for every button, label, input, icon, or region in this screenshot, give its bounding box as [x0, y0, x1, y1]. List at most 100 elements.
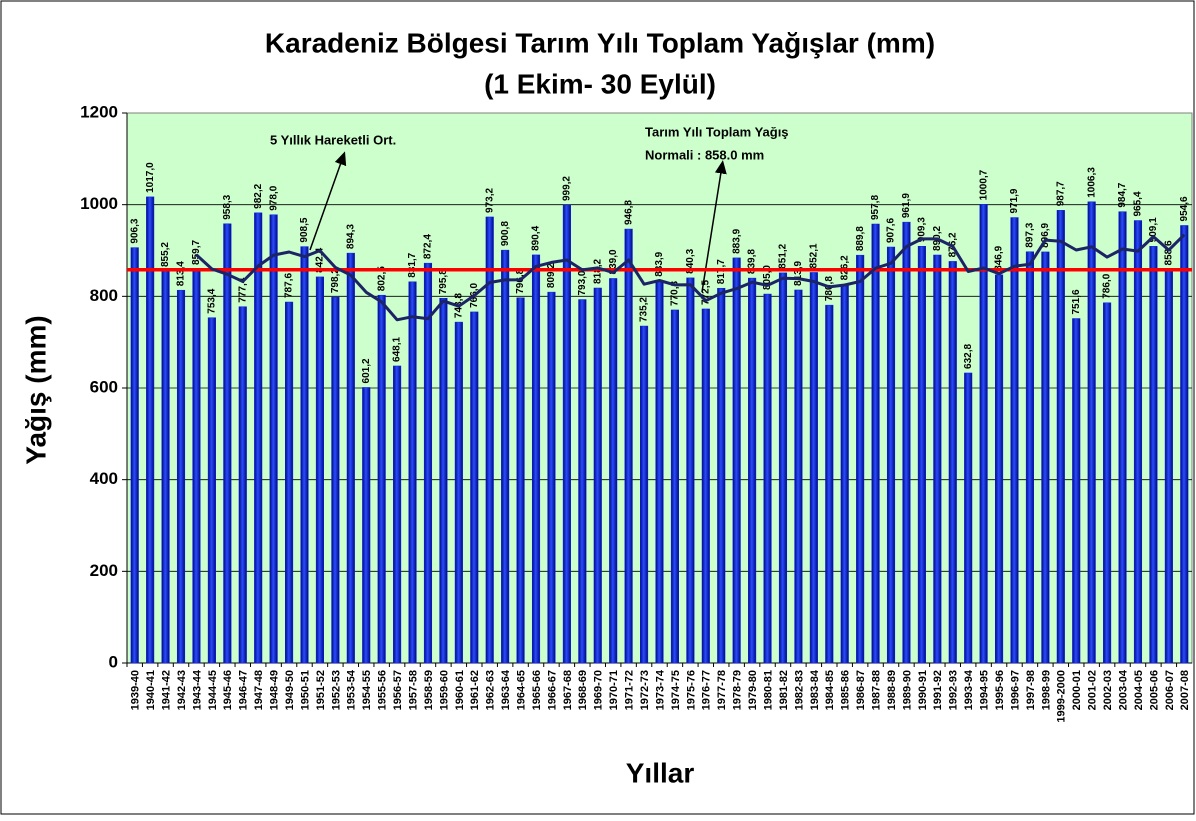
bar: [238, 306, 247, 664]
value-label: 852,1: [808, 243, 819, 268]
annotation-arrow: [309, 151, 347, 251]
bar: [454, 321, 463, 664]
x-tick-label: 1982-83: [793, 670, 805, 710]
y-tick-label: 0: [109, 652, 118, 671]
value-label: 840,3: [685, 248, 696, 273]
bar: [732, 257, 741, 664]
x-tick-label: 1946-47: [238, 670, 250, 710]
x-tick-label: 2002-03: [1102, 670, 1114, 710]
bar: [531, 254, 541, 664]
x-tick-label: 2007-08: [1179, 670, 1191, 710]
bar: [701, 308, 710, 664]
bar: [146, 196, 155, 664]
x-tick-label: 1969-70: [593, 670, 605, 710]
value-label: 855,2: [160, 242, 171, 267]
bar: [346, 252, 355, 664]
bar: [300, 246, 309, 664]
x-tick-label: 2004-05: [1133, 670, 1145, 710]
x-tick-label: 1961-62: [469, 670, 481, 710]
x-tick-label: 1967-68: [562, 670, 574, 710]
x-tick-label: 1958-59: [423, 670, 435, 710]
bar: [886, 246, 896, 664]
x-tick-label: 1996-97: [1009, 670, 1021, 710]
x-tick-label: 1998-99: [1040, 670, 1052, 710]
value-label: 965,4: [1133, 191, 1144, 216]
chart-subtitle: (1 Ekim- 30 Eylül): [484, 68, 716, 99]
value-label: 872,4: [423, 234, 434, 259]
value-label: 793,0: [577, 270, 588, 295]
y-tick-label: 600: [90, 377, 118, 396]
x-tick-label: 1959-60: [438, 670, 450, 710]
value-label: 909,1: [1148, 217, 1159, 242]
bar: [748, 277, 757, 664]
value-label: 648,1: [392, 336, 403, 361]
value-label: 1000,7: [978, 169, 989, 200]
x-tick-label: 1962-63: [485, 670, 497, 710]
value-label: 957,8: [870, 195, 881, 220]
bar: [377, 294, 386, 664]
bar: [223, 223, 232, 664]
value-label: 859,7: [191, 240, 202, 265]
bar: [285, 301, 294, 664]
bar: [1010, 217, 1019, 664]
value-label: 786,0: [1102, 273, 1113, 298]
bar: [624, 228, 633, 664]
x-tick-label: 1947-48: [253, 670, 265, 710]
value-label: 908,5: [299, 217, 310, 242]
x-tick-label: 1972-73: [639, 670, 651, 710]
x-tick-label: 1941-42: [160, 670, 172, 710]
bar: [254, 212, 263, 664]
value-label: 795,8: [438, 269, 449, 294]
x-tick-label: 1940-41: [145, 670, 157, 710]
value-label: 897,3: [1025, 222, 1036, 247]
y-tick-label: 1200: [80, 102, 118, 121]
x-tick-label: 1971-72: [624, 670, 636, 710]
bar: [794, 289, 803, 664]
x-tick-label: 1944-45: [207, 670, 219, 710]
value-label: 735,2: [639, 297, 650, 322]
bar: [393, 365, 402, 664]
value-label: 751,6: [1071, 289, 1082, 314]
x-tick-label: 1997-98: [1025, 670, 1037, 710]
value-label: 978,0: [268, 185, 279, 210]
value-label: 601,2: [361, 358, 372, 383]
bar: [130, 247, 139, 664]
x-tick-label: 1978-79: [732, 670, 744, 710]
value-label: 858,6: [1163, 240, 1174, 265]
value-label: 883,9: [731, 228, 742, 253]
x-tick-label: 1980-81: [762, 670, 774, 710]
x-tick-label: 1952-53: [330, 670, 342, 710]
moving-average-line: [195, 233, 1186, 322]
bar: [485, 216, 494, 664]
annotation: Normali : 858.0 mm: [645, 147, 764, 162]
bar: [501, 249, 510, 664]
value-label: 987,7: [1055, 181, 1066, 206]
bar: [1087, 201, 1096, 664]
value-label: 1006,3: [1086, 167, 1097, 198]
x-tick-label: 1939-40: [130, 670, 142, 710]
x-tick-label: 1994-95: [979, 670, 991, 710]
x-tick-label: 1981-82: [778, 670, 790, 710]
x-tick-label: 1955-56: [377, 670, 389, 710]
bar: [964, 372, 973, 664]
bar: [1164, 269, 1173, 664]
x-tick-label: 1993-94: [963, 669, 975, 710]
value-label: 907,6: [886, 218, 897, 243]
annotation: 5 Yıllık Hareketli Ort.: [270, 132, 396, 147]
x-tick-label: 1979-80: [747, 670, 759, 710]
value-label: 961,9: [901, 193, 912, 218]
value-label: 805,0: [762, 265, 773, 290]
x-tick-label: 1999-2000: [1056, 670, 1068, 723]
bar: [902, 221, 911, 664]
x-tick-label: 2005-06: [1148, 670, 1160, 710]
value-label: 753,4: [207, 288, 218, 313]
bar: [547, 291, 556, 664]
value-label: 846,9: [994, 245, 1005, 270]
value-label: 954,6: [1179, 196, 1190, 221]
y-axis-label: Yağış (mm): [20, 315, 51, 464]
bar: [840, 284, 849, 664]
value-label: 876,2: [947, 232, 958, 257]
bar: [1149, 246, 1158, 664]
y-tick-label: 800: [90, 286, 118, 305]
x-tick-label: 1949-50: [284, 670, 296, 710]
